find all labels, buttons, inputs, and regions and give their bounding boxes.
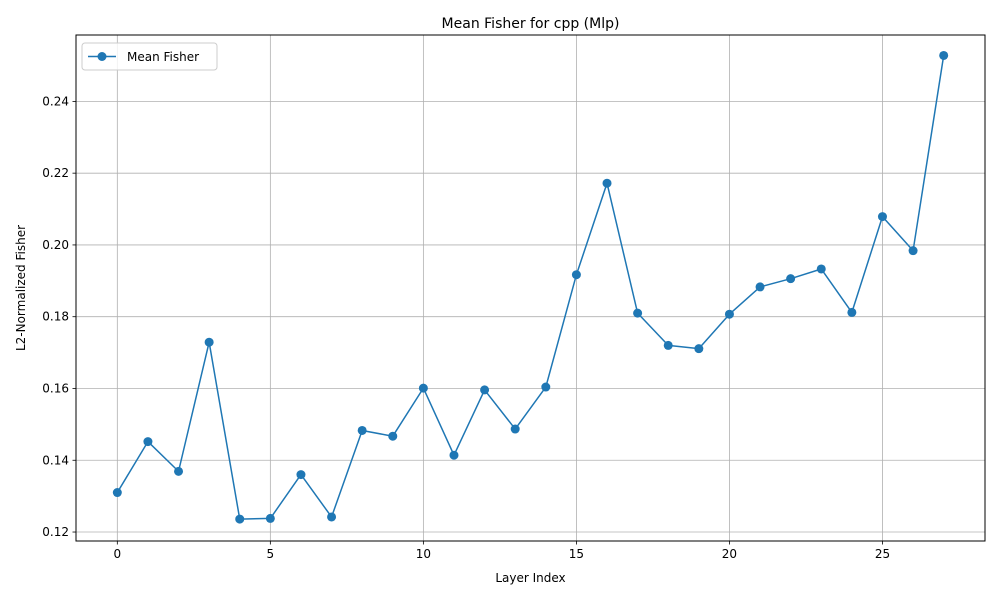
data-point [694,344,704,354]
plot-frame [75,34,986,542]
data-point [724,309,734,319]
data-point [602,178,612,188]
x-axis-ticks: 0 5 10 15 20 25 [113,541,890,561]
y-tick-label: 0.24 [42,94,69,108]
data-point [786,274,796,284]
series-layer [112,50,949,524]
data-point [174,466,184,476]
data-point [571,270,581,280]
data-point [296,470,306,480]
data-point [204,337,214,347]
data-point [510,424,520,434]
y-axis-label: L2-Normalized Fisher [14,225,28,351]
y-axis-ticks: 0.12 0.14 0.16 0.18 0.20 0.22 0.24 [42,94,76,539]
data-point [541,382,551,392]
data-point [633,308,643,318]
y-tick-label: 0.20 [42,238,69,252]
data-point [235,514,245,524]
data-point [265,513,275,523]
legend-label: Mean Fisher [127,50,199,64]
data-point [327,512,337,522]
x-tick-label: 5 [267,547,275,561]
x-tick-label: 0 [113,547,121,561]
x-tick-label: 25 [875,547,890,561]
series-line-mean-fisher [116,55,945,520]
legend-box [81,42,218,71]
data-point [112,488,122,498]
x-axis-label: Layer Index [495,571,565,585]
x-tick-label: 15 [569,547,584,561]
x-tick-label: 20 [722,547,737,561]
y-tick-label: 0.14 [42,453,69,467]
data-point [663,340,673,350]
data-point [357,425,367,435]
data-point [388,431,398,441]
data-point [939,50,949,60]
chart-title: Mean Fisher for cpp (Mlp) [442,16,620,32]
data-point [143,437,153,447]
data-point [755,282,765,292]
y-tick-label: 0.18 [42,310,69,324]
y-tick-label: 0.22 [42,166,69,180]
data-point [480,385,490,395]
data-point [449,450,459,460]
y-tick-label: 0.16 [42,381,69,395]
data-point [418,383,428,393]
legend: Mean Fisher [81,42,218,71]
data-point [877,212,887,222]
data-point [908,246,918,256]
grid-lines [76,35,985,541]
y-tick-label: 0.12 [42,525,69,539]
x-tick-label: 10 [416,547,431,561]
data-point [847,307,857,317]
data-point [816,264,826,274]
legend-marker-swatch [97,52,107,61]
